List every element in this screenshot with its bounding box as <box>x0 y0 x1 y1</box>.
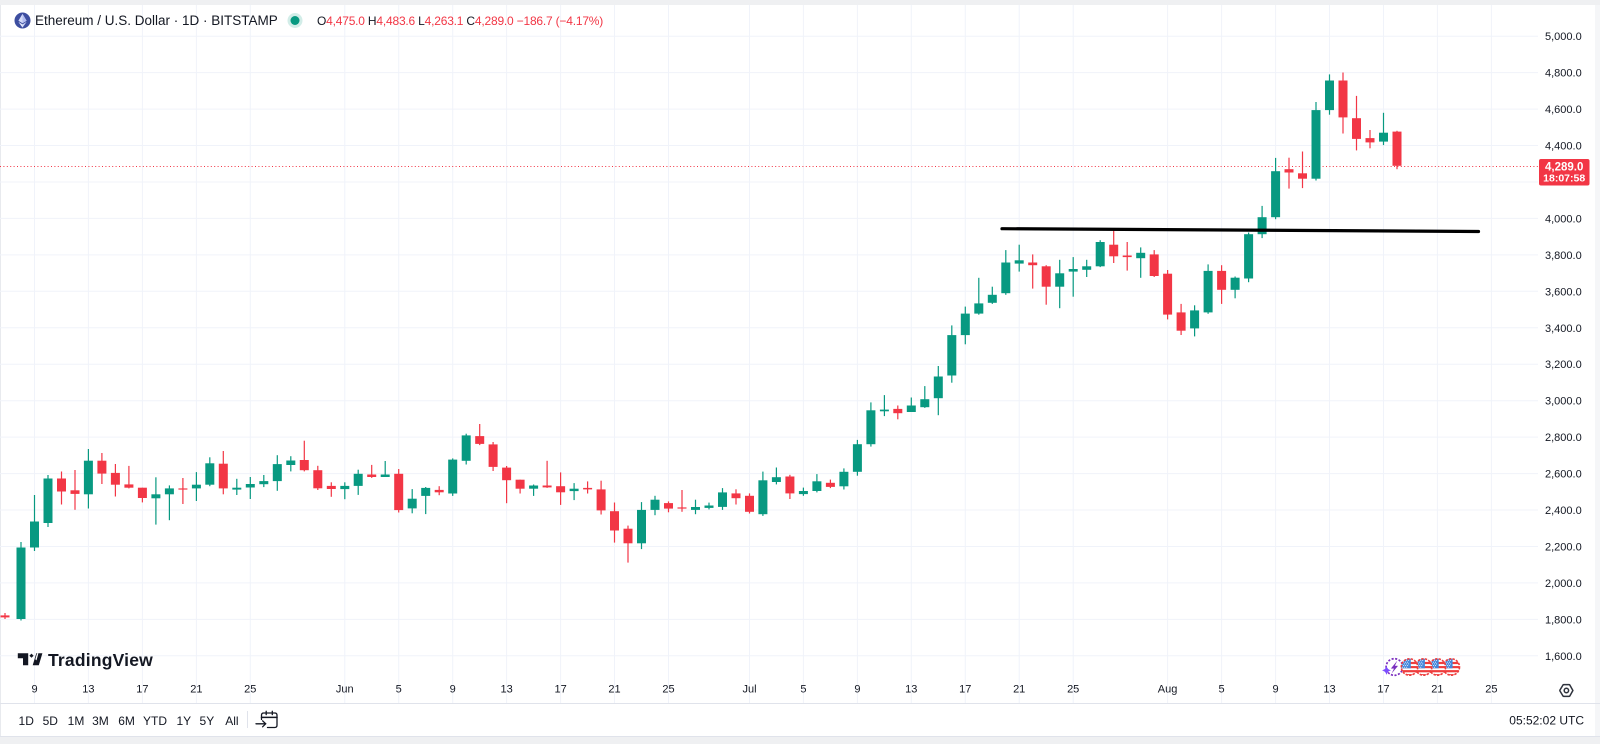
svg-text:TradingView: TradingView <box>48 650 153 670</box>
svg-text:All: All <box>225 714 238 728</box>
svg-text:1,600.0: 1,600.0 <box>1545 651 1582 663</box>
svg-text:13: 13 <box>1323 684 1335 696</box>
svg-text:1D: 1D <box>19 714 35 728</box>
svg-text:3,600.0: 3,600.0 <box>1545 286 1582 298</box>
svg-text:9: 9 <box>854 684 860 696</box>
svg-text:Aug: Aug <box>1158 684 1178 696</box>
svg-text:17: 17 <box>1377 684 1389 696</box>
svg-text:4,400.0: 4,400.0 <box>1545 141 1582 153</box>
svg-text:5: 5 <box>1219 684 1225 696</box>
svg-text:25: 25 <box>1067 684 1079 696</box>
svg-text:13: 13 <box>905 684 917 696</box>
svg-text:3,800.0: 3,800.0 <box>1545 250 1582 262</box>
svg-text:5,000.0: 5,000.0 <box>1545 31 1582 43</box>
svg-text:3,400.0: 3,400.0 <box>1545 323 1582 335</box>
svg-text:YTD: YTD <box>143 714 167 728</box>
svg-text:4,000.0: 4,000.0 <box>1545 213 1582 225</box>
svg-text:17: 17 <box>554 684 566 696</box>
svg-text:4,289.0: 4,289.0 <box>1545 162 1583 174</box>
svg-text:3M: 3M <box>92 714 109 728</box>
svg-text:2,200.0: 2,200.0 <box>1545 542 1582 554</box>
svg-text:21: 21 <box>1431 684 1443 696</box>
svg-text:13: 13 <box>82 684 94 696</box>
svg-text:O4,475.0 H4,483.6 L4,263.1 C4,: O4,475.0 H4,483.6 L4,263.1 C4,289.0 −186… <box>317 14 603 28</box>
svg-text:25: 25 <box>244 684 256 696</box>
svg-text:Ethereum / U.S. Dollar · 1D ·: Ethereum / U.S. Dollar · 1D · BITSTAMP <box>35 13 278 28</box>
svg-text:1Y: 1Y <box>176 714 191 728</box>
svg-text:05:52:02 UTC: 05:52:02 UTC <box>1509 714 1584 728</box>
svg-text:2,400.0: 2,400.0 <box>1545 505 1582 517</box>
svg-text:21: 21 <box>608 684 620 696</box>
svg-text:3,000.0: 3,000.0 <box>1545 396 1582 408</box>
svg-text:3,200.0: 3,200.0 <box>1545 359 1582 371</box>
svg-text:17: 17 <box>136 684 148 696</box>
svg-text:9: 9 <box>450 684 456 696</box>
svg-text:2,000.0: 2,000.0 <box>1545 578 1582 590</box>
svg-text:25: 25 <box>662 684 674 696</box>
svg-text:6M: 6M <box>118 714 135 728</box>
svg-text:4,600.0: 4,600.0 <box>1545 104 1582 116</box>
svg-text:4,800.0: 4,800.0 <box>1545 68 1582 80</box>
svg-text:21: 21 <box>1013 684 1025 696</box>
svg-text:1,800.0: 1,800.0 <box>1545 614 1582 626</box>
svg-text:2,800.0: 2,800.0 <box>1545 432 1582 444</box>
svg-text:25: 25 <box>1485 684 1497 696</box>
svg-text:18:07:58: 18:07:58 <box>1543 173 1585 185</box>
svg-text:5: 5 <box>800 684 806 696</box>
svg-text:5Y: 5Y <box>200 714 215 728</box>
svg-text:2,600.0: 2,600.0 <box>1545 469 1582 481</box>
svg-text:1M: 1M <box>68 714 85 728</box>
svg-text:17: 17 <box>959 684 971 696</box>
svg-text:Jun: Jun <box>336 684 354 696</box>
svg-text:13: 13 <box>500 684 512 696</box>
svg-text:21: 21 <box>190 684 202 696</box>
svg-text:9: 9 <box>1273 684 1279 696</box>
svg-text:5D: 5D <box>43 714 59 728</box>
svg-text:Jul: Jul <box>742 684 756 696</box>
svg-text:9: 9 <box>31 684 37 696</box>
svg-text:5: 5 <box>396 684 402 696</box>
